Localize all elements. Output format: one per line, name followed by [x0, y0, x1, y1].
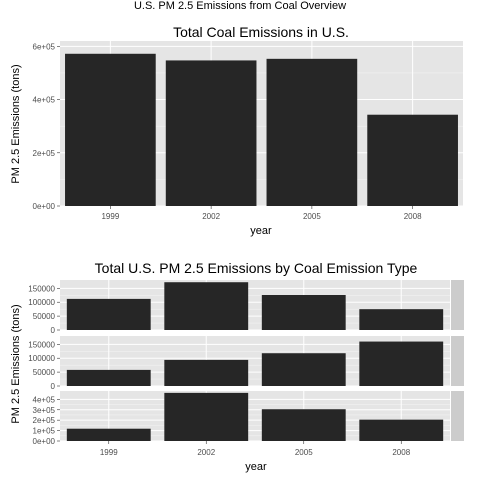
chart1-y-tick-label: 2e+05	[33, 149, 56, 158]
chart2-y-axis-label: PM 2.5 Emissions (tons)	[10, 304, 22, 423]
chart2-title: Total U.S. PM 2.5 Emissions by Coal Emis…	[95, 260, 418, 276]
chart2-x-tick-label: 2005	[295, 448, 313, 457]
chart1-x-tick-label: 2008	[404, 212, 422, 221]
chart2-x-tick-label: 2008	[392, 448, 410, 457]
chart1-x-tick-label: 2002	[202, 212, 220, 221]
chart1-y-ticks: 0e+00 2e+05 4e+05 6e+05	[33, 42, 60, 211]
facet-0: 050000100000150000Comm/Instit	[28, 280, 464, 335]
chart1-bar-2005	[266, 58, 358, 207]
facet-bar-2008	[359, 419, 444, 441]
chart1-x-axis-label: year	[250, 225, 272, 237]
facet-y-tick-label: 0	[51, 326, 56, 335]
facet-y-tick-label: 1e+05	[33, 427, 56, 436]
emissions-by-type-chart: Total U.S. PM 2.5 Emissions by Coal Emis…	[10, 260, 464, 473]
chart2-x-axis-label: year	[245, 461, 267, 473]
facet-strip	[451, 280, 464, 330]
facet-bar-2005	[261, 295, 346, 330]
facet-y-tick-label: 0e+00	[33, 437, 56, 446]
chart1-x-tick-label: 1999	[101, 212, 119, 221]
chart1-y-tick-label: 4e+05	[33, 96, 56, 105]
chart1-y-tick-label: 6e+05	[33, 42, 56, 51]
facet-y-tick-label: 0	[51, 382, 56, 391]
chart2-x-ticks: 1999 2002 2005 2008	[100, 441, 411, 457]
chart2-facets: 050000100000150000Comm/Instit05000010000…	[28, 280, 464, 446]
chart1-y-axis-label: PM 2.5 Emissions (tons)	[10, 64, 22, 183]
chart1-bar-2008	[367, 114, 458, 206]
chart1-y-tick-label: 0e+00	[33, 202, 56, 211]
facet-bar-2002	[164, 282, 249, 330]
facet-bar-2002	[164, 359, 249, 386]
facet-bar-2005	[261, 409, 346, 441]
facet-y-tick-label: 150000	[28, 340, 55, 349]
facet-strip	[451, 336, 464, 386]
chart1-bar-2002	[165, 60, 257, 207]
facet-strip	[451, 391, 464, 441]
facet-bar-2008	[359, 341, 444, 386]
facet-y-tick-label: 50000	[33, 312, 56, 321]
facet-y-tick-label: 150000	[28, 284, 55, 293]
chart1-bars	[65, 53, 458, 207]
facet-bar-2005	[261, 353, 346, 386]
chart1-bar-1999	[65, 53, 156, 206]
chart2-x-tick-label: 2002	[197, 448, 215, 457]
facet-y-tick-label: 2e+05	[33, 416, 56, 425]
chart1-x-ticks: 1999 2002 2005 2008	[101, 206, 422, 221]
chart2-x-tick-label: 1999	[100, 448, 118, 457]
facet-bar-2008	[359, 309, 444, 330]
facet-bar-1999	[66, 428, 151, 441]
facet-bar-1999	[66, 369, 151, 386]
page-title: U.S. PM 2.5 Emissions from Coal Overview	[134, 0, 346, 12]
facet-bar-1999	[66, 298, 151, 330]
chart1-x-tick-label: 2005	[303, 212, 321, 221]
facet-y-tick-label: 3e+05	[33, 406, 56, 415]
chart1-title: Total Coal Emissions in U.S.	[173, 24, 349, 40]
facet-1: 050000100000150000Electric Gen	[28, 336, 464, 391]
facet-y-tick-label: 4e+05	[33, 395, 56, 404]
facet-y-tick-label: 100000	[28, 298, 55, 307]
total-coal-emissions-chart: Total Coal Emissions in U.S. 0e+00 2e+05 4…	[10, 24, 463, 237]
facet-y-tick-label: 50000	[33, 368, 56, 377]
facet-y-tick-label: 100000	[28, 354, 55, 363]
facet-bar-2002	[164, 392, 249, 441]
